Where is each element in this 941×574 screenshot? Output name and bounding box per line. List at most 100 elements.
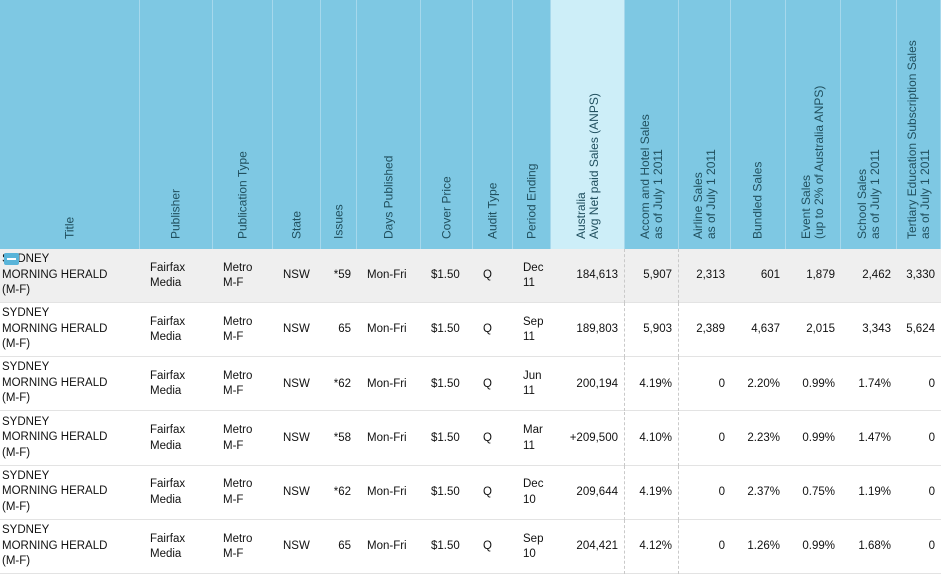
- cell-line: Media: [150, 277, 182, 289]
- column-header-state[interactable]: State: [273, 0, 321, 249]
- title-line: MORNING HERALD: [2, 539, 108, 552]
- column-header-label: Publication Type: [235, 151, 249, 239]
- column-header-issues[interactable]: Issues: [321, 0, 357, 249]
- cell-bundled: 2.37%: [731, 466, 786, 520]
- cell-value: NSW: [283, 540, 310, 553]
- cell-audit: Q: [473, 412, 513, 466]
- cell-line: Media: [150, 385, 182, 398]
- cell-bundled: 2.20%: [731, 357, 786, 411]
- cell-title: SYDNEY MORNING HERALD (M-F): [2, 412, 139, 466]
- table-row[interactable]: SYDNEY MORNING HERALD (M-F) Fairfax Media Met…: [0, 303, 941, 358]
- cell-value: 209,644: [576, 486, 618, 499]
- column-header-price[interactable]: Cover Price: [421, 0, 473, 249]
- cell-title: SYDNEY MORNING HERALD (M-F): [2, 303, 139, 357]
- column-header-audit[interactable]: Audit Type: [473, 0, 513, 249]
- column-header-accom[interactable]: Accom and Hotel Sales as of July 1 2011: [625, 0, 679, 249]
- cell-tertiary: 5,624: [897, 303, 941, 357]
- cell-price: $1.50: [421, 303, 473, 357]
- cell-value: Q: [483, 486, 492, 499]
- column-header-tertiary[interactable]: Tertiary Education Subscription Sales as …: [897, 0, 941, 249]
- cell-line: Fairfax: [150, 424, 186, 437]
- column-header-label: Period Ending: [524, 163, 538, 239]
- cell-line: Fairfax: [150, 478, 186, 491]
- cell-publisher: Fairfax Media: [140, 520, 213, 574]
- cell-line: M-F: [223, 385, 244, 398]
- column-header-airline[interactable]: Airline Sales as of July 1 2011: [679, 0, 731, 249]
- cell-audit: Q: [473, 466, 513, 520]
- cell-value: 5,624: [906, 323, 935, 336]
- title-line: MORNING HERALD: [2, 268, 108, 281]
- cell-line: Dec: [523, 261, 544, 274]
- cell-value: 4.19%: [639, 486, 672, 499]
- cell-publisher: Fairfax Media: [140, 412, 213, 466]
- table-row[interactable]: SYDNEY MORNING HERALD (M-F) Fairfax Media Met…: [0, 411, 941, 466]
- column-header-event[interactable]: Event Sales (up to 2% of Australia ANPS): [786, 0, 841, 249]
- cell-line: Media: [150, 493, 182, 506]
- column-header-school[interactable]: School Sales as of July 1 2011: [841, 0, 897, 249]
- cell-audit: Q: [473, 520, 513, 574]
- column-header-period[interactable]: Period Ending: [513, 0, 551, 249]
- column-header-days[interactable]: Days Published: [357, 0, 421, 249]
- column-header-label: Issues: [331, 204, 345, 239]
- cell-pubtype: Metro M-F: [213, 412, 273, 466]
- collapse-icon[interactable]: [4, 253, 19, 265]
- cell-value: $1.50: [431, 323, 460, 336]
- table-row[interactable]: SYDNEY MORNING HERALD (M-F) Fairfax Media Met…: [0, 249, 941, 303]
- cell-audit: Q: [473, 249, 513, 303]
- title-line: SYDNEY: [2, 307, 50, 320]
- cell-title: SYDNEY MORNING HERALD (M-F): [2, 357, 139, 411]
- column-header-pubtype[interactable]: Publication Type: [213, 0, 273, 249]
- cell-audit: Q: [473, 357, 513, 411]
- grid-header: Title Publisher Publication Type State Issue…: [0, 0, 941, 249]
- cell-price: $1.50: [421, 520, 473, 574]
- cell-value: 0.99%: [802, 431, 835, 444]
- cell-days: Mon-Fri: [357, 357, 421, 411]
- cell-value: Mon-Fri: [367, 269, 407, 282]
- cell-title: SYDNEY MORNING HERALD (M-F): [2, 249, 139, 303]
- cell-value: 2.20%: [747, 377, 780, 390]
- cell-value: 601: [760, 269, 780, 282]
- cell-line: 11: [523, 331, 535, 344]
- cell-publisher: Fairfax Media: [140, 466, 213, 520]
- cell-accom: 4.19%: [625, 465, 679, 520]
- cell-value: *59: [333, 269, 351, 282]
- table-row[interactable]: SYDNEY MORNING HERALD (M-F) Fairfax Media Met…: [0, 357, 941, 412]
- cell-tertiary: 0: [897, 357, 941, 411]
- cell-school: 3,343: [841, 303, 897, 357]
- cell-line: Mar: [523, 424, 543, 437]
- column-header-label: Audit Type: [485, 182, 499, 239]
- cell-issues: 65: [321, 520, 357, 574]
- cell-school: 1.74%: [841, 357, 897, 411]
- cell-event: 0.99%: [786, 520, 841, 574]
- cell-anps: 204,421: [551, 520, 625, 574]
- column-header-title[interactable]: Title: [0, 0, 140, 249]
- cell-value: $1.50: [431, 486, 460, 499]
- cell-value: 189,803: [576, 323, 618, 336]
- cell-publisher: Fairfax Media: [140, 249, 213, 303]
- cell-title: SYDNEY MORNING HERALD (M-F): [2, 466, 139, 520]
- column-header-anps[interactable]: Australia Avg Net paid Sales (ANPS): [551, 0, 625, 249]
- cell-line: Metro: [223, 261, 253, 274]
- cell-value: Mon-Fri: [367, 323, 407, 336]
- cell-value: NSW: [283, 323, 310, 336]
- cell-value: 0: [928, 431, 935, 444]
- cell-value: 1.74%: [858, 377, 891, 390]
- cell-value: 4.12%: [639, 540, 672, 553]
- cell-school: 1.19%: [841, 466, 897, 520]
- cell-line: M-F: [223, 493, 244, 506]
- column-header-label: Cover Price: [439, 176, 453, 239]
- cell-value: 65: [338, 540, 351, 553]
- cell-line: M-F: [223, 548, 244, 560]
- cell-state: NSW: [273, 466, 321, 520]
- cell-state: NSW: [273, 357, 321, 411]
- cell-bundled: 2.23%: [731, 412, 786, 466]
- cell-pubtype: Metro M-F: [213, 520, 273, 574]
- cell-value: NSW: [283, 486, 310, 499]
- cell-tertiary: 3,330: [897, 249, 941, 303]
- column-header-publisher[interactable]: Publisher: [140, 0, 213, 249]
- table-row[interactable]: SYDNEY MORNING HERALD (M-F) Fairfax Media Met…: [0, 520, 941, 574]
- table-row[interactable]: SYDNEY MORNING HERALD (M-F) Fairfax Media Met…: [0, 465, 941, 520]
- column-header-bundled[interactable]: Bundled Sales: [731, 0, 786, 249]
- cell-pubtype: Metro M-F: [213, 466, 273, 520]
- cell-accom: 4.10%: [625, 411, 679, 466]
